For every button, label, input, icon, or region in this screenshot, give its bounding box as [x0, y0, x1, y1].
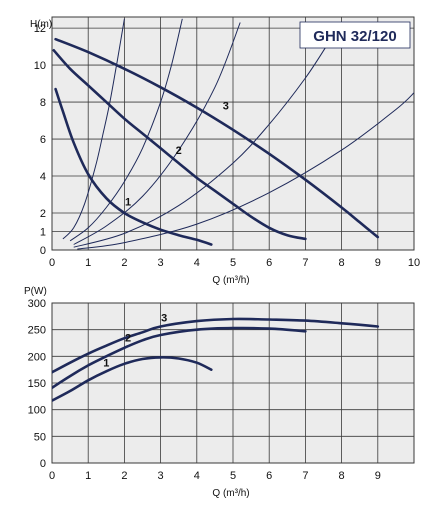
y-tick-label: 1	[40, 227, 46, 239]
y-tick-label: 250	[28, 325, 46, 337]
y-axis-label: P(W)	[24, 286, 47, 297]
y-tick-label: 300	[28, 298, 46, 310]
system-curve	[73, 38, 332, 248]
x-tick-label: 2	[121, 470, 127, 482]
x-tick-label: 3	[158, 470, 164, 482]
x-tick-label: 7	[302, 257, 308, 269]
x-tick-label: 9	[375, 470, 381, 482]
y-tick-label: 100	[28, 405, 46, 417]
system-curve	[73, 22, 241, 245]
x-tick-label: 6	[266, 257, 272, 269]
x-tick-label: 10	[408, 257, 420, 269]
series-line-1	[52, 356, 213, 402]
y-tick-label: 50	[34, 431, 46, 443]
x-axis-label: Q (m³/h)	[212, 275, 249, 286]
x-axis-label: Q (m³/h)	[212, 488, 249, 499]
x-tick-label: 7	[302, 470, 308, 482]
y-tick-label: 150	[28, 378, 46, 390]
series-line-3	[52, 317, 380, 374]
y-tick-label: 10	[34, 60, 46, 72]
y-tick-label: 4	[40, 171, 46, 183]
y-tick-label: 12	[34, 23, 46, 35]
series-line-2	[52, 326, 307, 390]
system-curve	[69, 18, 183, 242]
x-tick-label: 0	[49, 470, 55, 482]
series-line-1	[54, 87, 213, 246]
chart-title: GHN 32/120	[313, 28, 396, 45]
series-label-2: 2	[176, 145, 182, 157]
x-tick-label: 1	[85, 257, 91, 269]
series-label-3: 3	[223, 100, 229, 112]
x-tick-label: 6	[266, 470, 272, 482]
series-line-2	[52, 49, 307, 241]
system-curve	[77, 92, 414, 250]
x-tick-label: 3	[158, 257, 164, 269]
x-tick-label: 9	[375, 257, 381, 269]
x-tick-label: 1	[85, 470, 91, 482]
x-tick-label: 5	[230, 470, 236, 482]
x-tick-label: 0	[49, 257, 55, 269]
y-axis-label: H(m)	[30, 19, 52, 30]
series-label-1: 1	[103, 357, 109, 369]
y-tick-label: 2	[40, 208, 46, 220]
y-tick-label: 200	[28, 351, 46, 363]
y-tick-label: 8	[40, 97, 46, 109]
x-tick-label: 4	[194, 257, 200, 269]
x-tick-label: 5	[230, 257, 236, 269]
title-box	[299, 21, 411, 49]
x-tick-label: 4	[194, 470, 200, 482]
series-label-1: 1	[125, 197, 131, 209]
x-tick-label: 2	[121, 257, 127, 269]
plot-lines	[52, 18, 414, 250]
y-tick-label: 0	[40, 245, 46, 257]
plot-lines	[52, 317, 380, 402]
x-tick-label: 8	[339, 257, 345, 269]
y-tick-label: 0	[40, 458, 46, 470]
series-label-3: 3	[161, 313, 167, 325]
series-label-2: 2	[125, 332, 131, 344]
y-tick-label: 6	[40, 134, 46, 146]
series-line-3	[54, 37, 380, 239]
x-tick-label: 8	[339, 470, 345, 482]
